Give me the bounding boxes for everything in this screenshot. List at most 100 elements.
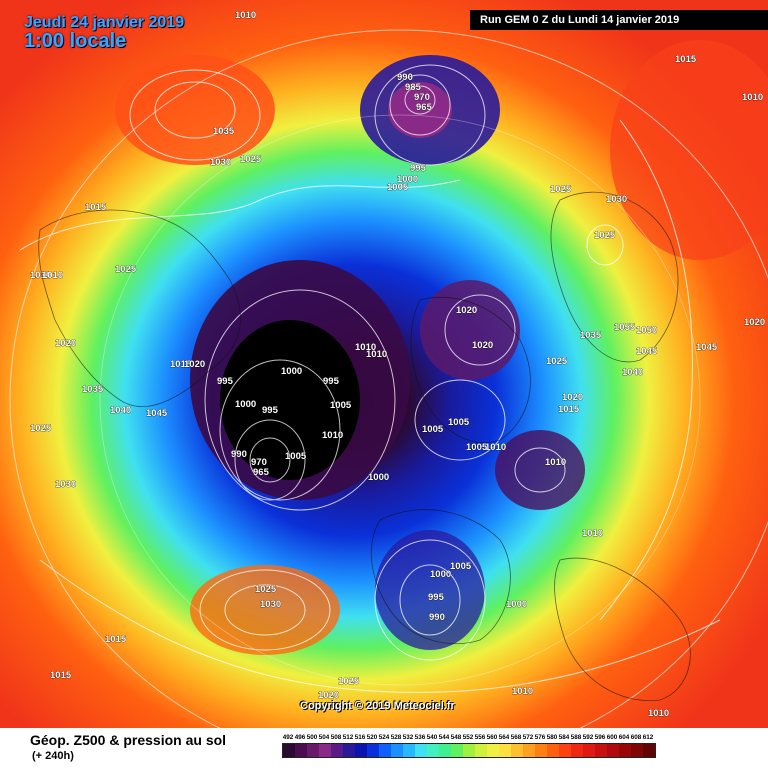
pressure-label: 1025	[550, 184, 572, 195]
pressure-label: 1020	[55, 338, 76, 349]
pressure-label: 1010	[512, 686, 533, 697]
scale-swatch	[535, 744, 547, 757]
pressure-label: 1045	[636, 346, 658, 357]
pressure-label: 1010	[545, 457, 566, 468]
scale-swatch	[487, 744, 499, 757]
pressure-label: 1005	[285, 451, 307, 462]
pressure-label: 1015	[105, 634, 127, 645]
pressure-label: 1045	[696, 342, 718, 353]
scale-tick-label: 524	[378, 734, 390, 741]
forecast-valid-time: Jeudi 24 janvier 2019 1:00 locale	[24, 14, 184, 53]
pressure-label: 1025	[30, 423, 52, 434]
pressure-label: 1010	[235, 10, 256, 21]
scale-tick-label: 540	[426, 734, 438, 741]
color-scale-bar	[282, 743, 656, 758]
low-center-north	[388, 82, 452, 138]
scale-swatch	[379, 744, 391, 757]
scale-tick-label: 604	[618, 734, 630, 741]
scale-tick-label: 560	[486, 734, 498, 741]
scale-tick-label: 584	[558, 734, 570, 741]
pressure-label: 985	[405, 82, 422, 93]
pressure-label: 990	[397, 72, 413, 83]
latitude-circle	[99, 114, 701, 686]
scale-swatch	[391, 744, 403, 757]
scale-swatch	[643, 744, 655, 757]
trough-south	[375, 530, 485, 650]
pressure-label: 995	[410, 163, 427, 174]
warm-ridge-atlantic	[190, 565, 340, 655]
pressure-label: 1005	[448, 417, 470, 428]
pressure-label: 1010	[30, 270, 51, 281]
scale-tick-label: 556	[474, 734, 486, 741]
scale-tick-label: 536	[414, 734, 426, 741]
scale-tick-label: 612	[642, 734, 654, 741]
scale-swatch	[307, 744, 319, 757]
pressure-label: 1000	[281, 366, 302, 377]
scale-tick-label: 600	[606, 734, 618, 741]
scale-swatch	[571, 744, 583, 757]
pressure-label: 965	[416, 102, 433, 113]
scale-tick-label: 508	[330, 734, 342, 741]
scale-tick-label: 552	[462, 734, 474, 741]
pressure-label: 1000	[397, 174, 418, 185]
coastlines	[38, 191, 691, 702]
scale-swatch	[499, 744, 511, 757]
pressure-label: 1020	[472, 340, 493, 351]
pressure-label: 1045	[146, 408, 168, 419]
pressure-label: 1010	[355, 342, 376, 353]
pressure-label: 1025	[115, 264, 137, 275]
scale-swatch	[523, 744, 535, 757]
pressure-label: 1030	[606, 194, 627, 205]
pressure-label: 1015	[85, 202, 107, 213]
pressure-label: 970	[251, 457, 267, 468]
pressure-label: 1005	[387, 182, 409, 193]
scale-tick-label: 492	[282, 734, 294, 741]
pressure-label: 1005	[466, 442, 488, 453]
legend-title: Géop. Z500 & pression au sol	[30, 732, 227, 748]
scale-swatch	[547, 744, 559, 757]
pressure-label: 1010	[582, 528, 603, 539]
scale-swatch	[439, 744, 451, 757]
color-scale-ticks: 492 496 500 504 508 512 516 520 524 528 532 536 540 5…	[282, 734, 656, 741]
scale-tick-label: 568	[510, 734, 522, 741]
scale-tick-label: 548	[450, 734, 462, 741]
pressure-labels: 1010 1015 1015 1010 1035 1030 1025 990 9…	[30, 10, 766, 720]
pressure-label: 1000	[430, 569, 451, 580]
scale-tick-label: 512	[342, 734, 354, 741]
scale-swatch	[415, 744, 427, 757]
scale-tick-label: 496	[294, 734, 306, 741]
pressure-label: 1040	[622, 367, 643, 378]
copyright-notice: Copyright © 2019 Meteociel.fr	[300, 700, 455, 712]
pressure-label: 1000	[368, 472, 389, 483]
scale-swatch	[403, 744, 415, 757]
pressure-label: 1020	[184, 359, 205, 370]
pressure-label: 1025	[255, 584, 277, 595]
scale-tick-label: 576	[534, 734, 546, 741]
scale-swatch	[631, 744, 643, 757]
scale-swatch	[451, 744, 463, 757]
color-scale: 492 496 500 504 508 512 516 520 524 528 532 536 540 5…	[282, 734, 656, 758]
vortex-core	[220, 320, 360, 480]
pressure-label: 1020	[318, 690, 339, 701]
pressure-label: 1020	[562, 392, 583, 403]
forecast-local-time: 1:00 locale	[24, 30, 127, 52]
scale-swatch	[331, 744, 343, 757]
scale-swatch	[559, 744, 571, 757]
scale-swatch	[283, 744, 295, 757]
scale-swatch	[511, 744, 523, 757]
pressure-label: 1040	[110, 405, 131, 416]
pressure-label: 1025	[338, 676, 360, 687]
pressure-label: 1005	[450, 561, 472, 572]
warm-ridge-asia	[610, 40, 768, 260]
isobars	[19, 64, 721, 693]
pressure-label: 1020	[456, 305, 477, 316]
pressure-label: 1010	[42, 270, 63, 281]
forecast-lead-time: (+ 240h)	[32, 750, 74, 762]
pressure-label: 1035	[213, 126, 235, 137]
scale-tick-label: 528	[390, 734, 402, 741]
pressure-label: 1015	[675, 54, 697, 65]
pressure-label: 1030	[260, 599, 281, 610]
pressure-label: 1025	[240, 154, 262, 165]
pressure-label: 1000	[506, 599, 527, 610]
scale-swatch	[583, 744, 595, 757]
